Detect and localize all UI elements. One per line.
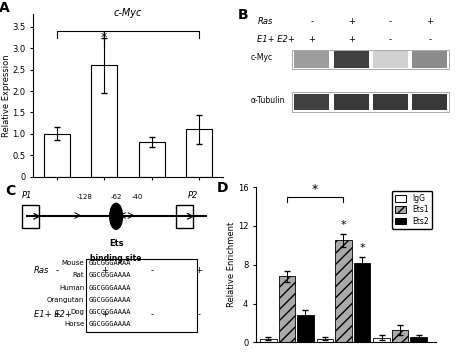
Text: E1+ E2+: E1+ E2+ <box>34 310 72 319</box>
Text: Ras: Ras <box>34 266 49 275</box>
Text: -: - <box>150 266 153 275</box>
Text: C: C <box>5 184 16 198</box>
Text: -: - <box>150 310 153 319</box>
Bar <box>260 339 277 342</box>
Text: -: - <box>55 266 58 275</box>
Bar <box>86 258 197 331</box>
Bar <box>91 65 117 176</box>
Bar <box>373 94 408 110</box>
Text: *: * <box>341 220 346 230</box>
Text: GGCGGGAAAA: GGCGGGAAAA <box>88 273 131 278</box>
Legend: IgG, Ets1, Ets2: IgG, Ets1, Ets2 <box>392 191 432 229</box>
Bar <box>354 263 370 342</box>
Text: Ets: Ets <box>109 239 123 248</box>
Bar <box>297 315 314 342</box>
Bar <box>410 337 427 342</box>
Text: +: + <box>196 266 202 275</box>
Bar <box>334 52 369 68</box>
Text: B: B <box>238 8 248 22</box>
Text: P1: P1 <box>21 191 32 200</box>
Text: Rat: Rat <box>73 273 84 278</box>
Ellipse shape <box>109 203 122 229</box>
Text: +: + <box>54 310 60 319</box>
Text: Mouse: Mouse <box>62 260 84 266</box>
Text: -62: -62 <box>110 194 122 200</box>
Text: -: - <box>389 17 392 26</box>
Text: Orangutan: Orangutan <box>47 297 84 303</box>
Text: c-Myc: c-Myc <box>114 7 142 18</box>
Text: c-Myc: c-Myc <box>251 53 273 62</box>
Bar <box>294 52 329 68</box>
Bar <box>138 142 165 176</box>
Text: GGCGGGAAAA: GGCGGGAAAA <box>88 260 131 266</box>
Text: -40: -40 <box>132 194 143 200</box>
Bar <box>292 92 449 112</box>
Text: -: - <box>389 35 392 44</box>
Text: Human: Human <box>59 285 84 291</box>
Bar <box>412 52 447 68</box>
Text: +: + <box>347 35 355 44</box>
Text: -: - <box>310 17 313 26</box>
Y-axis label: Relative Expression: Relative Expression <box>2 54 11 137</box>
Text: E1+ E2+: E1+ E2+ <box>257 35 295 44</box>
Bar <box>44 134 70 176</box>
Bar <box>373 52 408 68</box>
Text: binding site: binding site <box>91 254 142 263</box>
Text: Dog: Dog <box>70 309 84 315</box>
Text: -: - <box>198 310 201 319</box>
Text: +: + <box>101 266 108 275</box>
Text: *: * <box>101 31 108 44</box>
Bar <box>176 205 193 228</box>
Bar <box>373 337 390 342</box>
Text: +: + <box>426 17 433 26</box>
Bar <box>294 94 329 110</box>
Bar <box>317 339 333 342</box>
Text: A: A <box>0 1 10 15</box>
Bar <box>22 205 39 228</box>
Bar <box>334 94 369 110</box>
Text: D: D <box>216 181 228 195</box>
Text: Ras: Ras <box>257 17 273 26</box>
Text: GGCGGGAAAA: GGCGGGAAAA <box>88 297 131 303</box>
Text: -: - <box>428 35 431 44</box>
Y-axis label: Relative Enrichment: Relative Enrichment <box>228 222 237 307</box>
Text: GGCGGGAAAA: GGCGGGAAAA <box>88 285 131 291</box>
Text: -128: -128 <box>76 194 92 200</box>
Bar <box>292 50 449 69</box>
Bar <box>335 240 352 342</box>
Bar <box>392 330 409 342</box>
Text: P2: P2 <box>188 191 198 200</box>
Text: +: + <box>347 17 355 26</box>
Bar <box>279 276 295 342</box>
Text: *: * <box>359 243 365 253</box>
Text: GGCGGGAAAA: GGCGGGAAAA <box>88 321 131 327</box>
Text: +: + <box>309 35 315 44</box>
Bar <box>412 94 447 110</box>
Text: +: + <box>101 310 108 319</box>
Text: α-Tubulin: α-Tubulin <box>251 96 285 105</box>
Bar <box>186 130 212 176</box>
Text: GGCGGGAAAA: GGCGGGAAAA <box>88 309 131 315</box>
Text: *: * <box>312 183 318 196</box>
Text: Horse: Horse <box>64 321 84 327</box>
